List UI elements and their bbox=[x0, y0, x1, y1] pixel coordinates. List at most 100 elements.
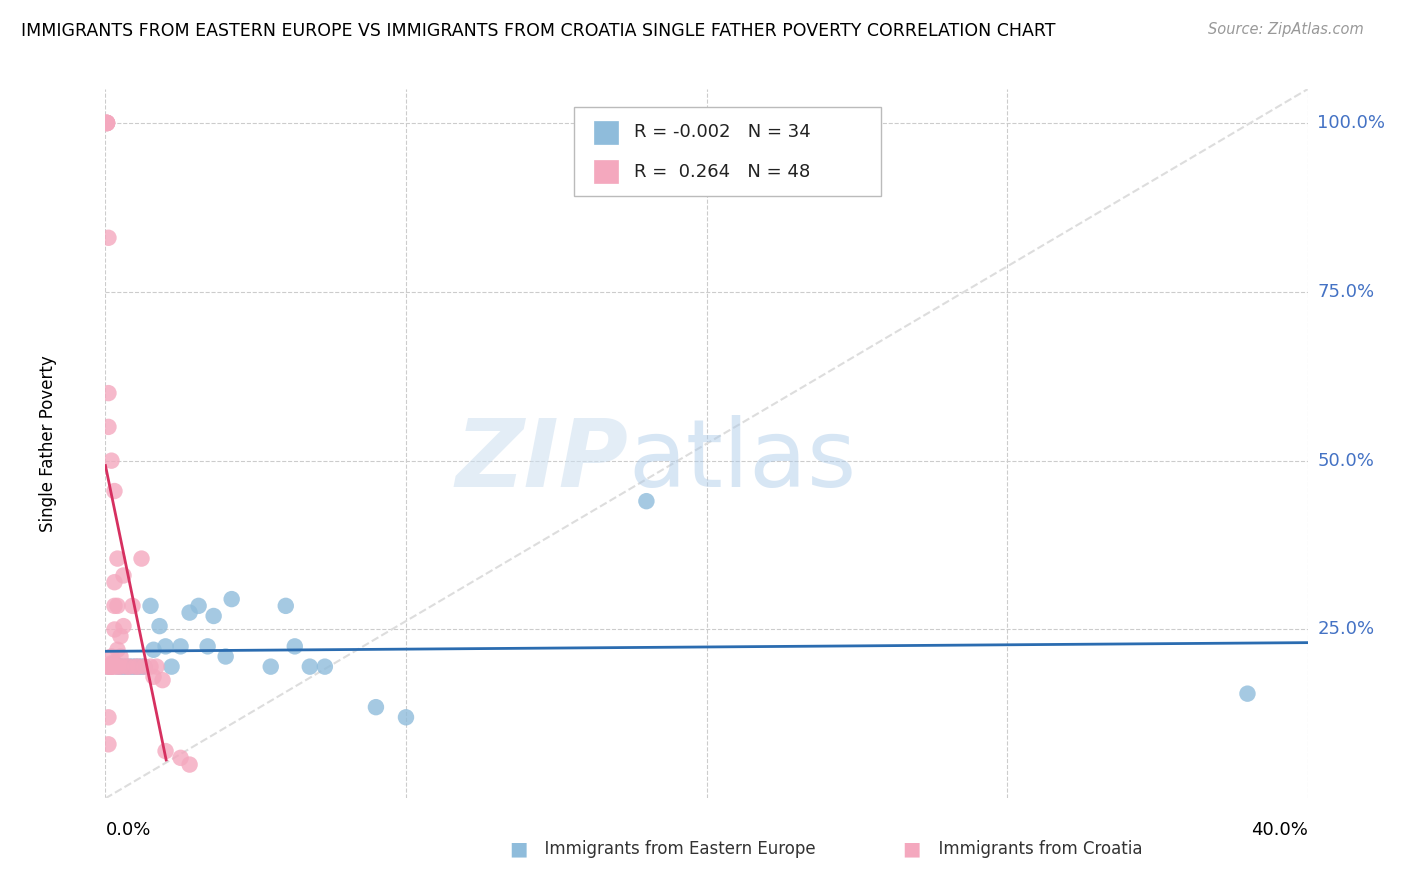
Point bbox=[364, 700, 387, 714]
Point bbox=[260, 659, 283, 673]
Point bbox=[112, 659, 135, 673]
Text: Source: ZipAtlas.com: Source: ZipAtlas.com bbox=[1208, 22, 1364, 37]
Point bbox=[128, 659, 150, 673]
Point bbox=[98, 659, 121, 673]
Point bbox=[100, 453, 122, 467]
Point bbox=[97, 420, 120, 434]
Point bbox=[169, 751, 191, 765]
Point bbox=[100, 649, 122, 664]
Point bbox=[100, 659, 122, 673]
Point bbox=[202, 609, 225, 624]
Point bbox=[134, 659, 156, 673]
Point bbox=[118, 659, 141, 673]
FancyBboxPatch shape bbox=[593, 161, 617, 183]
Point bbox=[103, 575, 125, 590]
Point bbox=[97, 231, 120, 245]
Text: Immigrants from Croatia: Immigrants from Croatia bbox=[928, 840, 1143, 858]
Text: atlas: atlas bbox=[628, 416, 856, 508]
Point bbox=[103, 483, 125, 498]
Point bbox=[115, 659, 138, 673]
Point bbox=[1236, 687, 1258, 701]
Point bbox=[97, 659, 120, 673]
Point bbox=[142, 642, 165, 657]
Point bbox=[274, 599, 297, 613]
Point bbox=[112, 568, 135, 582]
Point bbox=[131, 659, 153, 673]
Point bbox=[103, 623, 125, 637]
Point bbox=[179, 606, 201, 620]
Point bbox=[100, 659, 122, 673]
Point bbox=[110, 649, 132, 664]
Point bbox=[121, 599, 143, 613]
Point bbox=[152, 673, 174, 687]
Text: Single Father Poverty: Single Father Poverty bbox=[39, 355, 56, 533]
Point bbox=[97, 659, 120, 673]
Text: 100.0%: 100.0% bbox=[1317, 114, 1385, 132]
Point bbox=[115, 659, 138, 673]
Text: IMMIGRANTS FROM EASTERN EUROPE VS IMMIGRANTS FROM CROATIA SINGLE FATHER POVERTY : IMMIGRANTS FROM EASTERN EUROPE VS IMMIGR… bbox=[21, 22, 1056, 40]
Point bbox=[112, 619, 135, 633]
Text: Immigrants from Eastern Europe: Immigrants from Eastern Europe bbox=[534, 840, 815, 858]
Point bbox=[110, 659, 132, 673]
Point bbox=[160, 659, 183, 673]
FancyBboxPatch shape bbox=[574, 107, 880, 195]
Point bbox=[139, 599, 162, 613]
Point bbox=[284, 640, 307, 654]
Point bbox=[131, 551, 153, 566]
Point bbox=[298, 659, 321, 673]
Point bbox=[134, 659, 156, 673]
Text: 40.0%: 40.0% bbox=[1251, 821, 1308, 839]
Point bbox=[124, 659, 146, 673]
Point bbox=[96, 116, 118, 130]
Text: R =  0.264   N = 48: R = 0.264 N = 48 bbox=[634, 162, 811, 180]
Point bbox=[142, 670, 165, 684]
Point bbox=[148, 619, 170, 633]
FancyBboxPatch shape bbox=[593, 121, 617, 144]
Text: ■: ■ bbox=[509, 839, 527, 859]
Point bbox=[103, 659, 125, 673]
Point bbox=[107, 659, 129, 673]
Point bbox=[214, 649, 236, 664]
Text: ■: ■ bbox=[903, 839, 921, 859]
Point bbox=[110, 629, 132, 643]
Point bbox=[179, 757, 201, 772]
Point bbox=[197, 640, 219, 654]
Point bbox=[96, 116, 118, 130]
Point bbox=[187, 599, 209, 613]
Text: ZIP: ZIP bbox=[456, 416, 628, 508]
Point bbox=[118, 659, 141, 673]
Point bbox=[314, 659, 336, 673]
Point bbox=[103, 599, 125, 613]
Text: 25.0%: 25.0% bbox=[1317, 621, 1374, 639]
Point bbox=[107, 642, 129, 657]
Point bbox=[97, 710, 120, 724]
Text: 0.0%: 0.0% bbox=[105, 821, 150, 839]
Point bbox=[100, 657, 122, 671]
Point bbox=[155, 640, 177, 654]
Point bbox=[100, 659, 122, 673]
Point bbox=[103, 657, 125, 671]
Point bbox=[97, 386, 120, 401]
Text: 75.0%: 75.0% bbox=[1317, 283, 1374, 301]
Text: 50.0%: 50.0% bbox=[1317, 451, 1374, 470]
Point bbox=[169, 640, 191, 654]
Point bbox=[107, 551, 129, 566]
Point bbox=[139, 659, 162, 673]
Point bbox=[636, 494, 658, 508]
Point bbox=[97, 659, 120, 673]
Point bbox=[96, 116, 118, 130]
Point bbox=[221, 592, 243, 607]
Point bbox=[107, 659, 129, 673]
Text: R = -0.002   N = 34: R = -0.002 N = 34 bbox=[634, 123, 811, 142]
Point bbox=[124, 659, 146, 673]
Point bbox=[96, 116, 118, 130]
Point bbox=[96, 116, 118, 130]
Point bbox=[121, 659, 143, 673]
Point bbox=[96, 116, 118, 130]
Point bbox=[96, 116, 118, 130]
Point bbox=[155, 744, 177, 758]
Point bbox=[110, 659, 132, 673]
Point bbox=[128, 659, 150, 673]
Point bbox=[97, 737, 120, 751]
Point bbox=[107, 599, 129, 613]
